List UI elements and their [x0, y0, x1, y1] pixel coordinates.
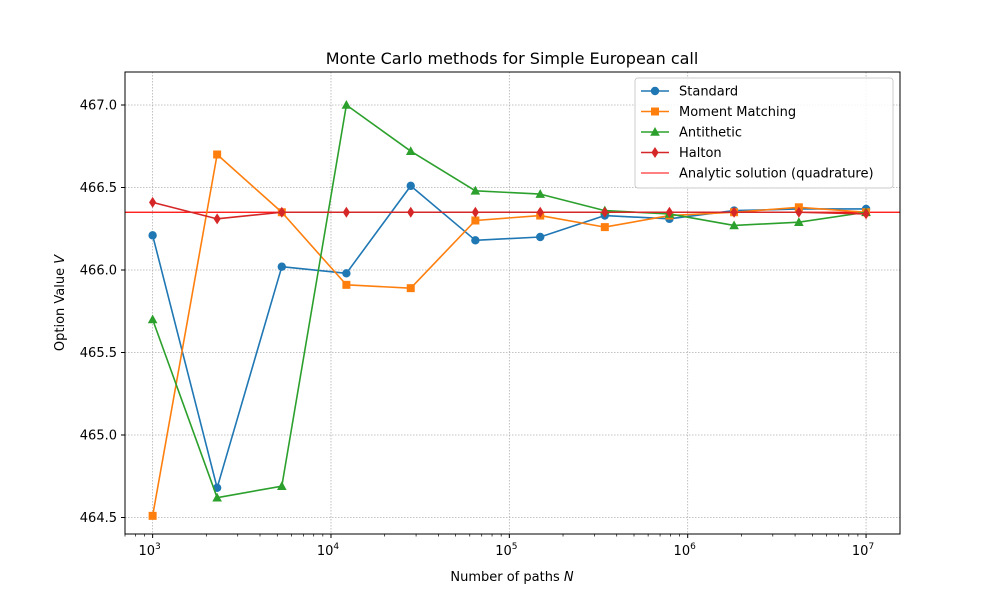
data-point-antithetic — [535, 189, 546, 198]
data-point-halton — [601, 206, 609, 218]
legend-label-analytic-solution-quadrature-: Analytic solution (quadrature) — [679, 167, 874, 182]
x-axis-label: Number of paths N — [450, 570, 574, 585]
x-tick-label: 106 — [674, 542, 697, 559]
grid — [125, 72, 900, 534]
y-tick-label: 464.5 — [80, 511, 117, 526]
series-layer — [147, 100, 871, 520]
legend-marker-halton — [651, 147, 659, 158]
legend-marker-moment-matching — [651, 107, 659, 116]
plot-frame — [124, 71, 901, 535]
data-point-moment-matching — [213, 150, 222, 159]
legend-label-halton: Halton — [679, 146, 722, 161]
data-point-halton — [862, 208, 870, 220]
data-point-standard — [471, 236, 480, 245]
legend-label-antithetic: Antithetic — [679, 126, 742, 141]
data-point-antithetic — [405, 146, 416, 155]
legend-marker-standard — [650, 86, 660, 96]
series-antithetic — [147, 100, 871, 502]
data-point-moment-matching — [148, 511, 157, 520]
data-point-antithetic — [729, 220, 739, 230]
series-line-moment-matching — [151, 153, 867, 516]
data-point-halton — [342, 206, 350, 218]
legend-marker-antithetic — [650, 127, 660, 136]
data-point-halton — [278, 206, 286, 218]
chart-title: Monte Carlo methods for Simple European … — [326, 49, 699, 68]
data-point-halton — [536, 206, 544, 218]
legend-label-moment-matching: Moment Matching — [679, 105, 796, 120]
data-point-antithetic — [212, 492, 222, 502]
data-point-halton — [213, 213, 221, 225]
y-tick-label: 467.0 — [80, 99, 117, 114]
series-line-halton — [152, 201, 867, 220]
data-point-standard — [406, 181, 415, 191]
x-tick-label: 105 — [495, 542, 517, 559]
data-point-moment-matching — [600, 223, 609, 232]
data-point-antithetic — [341, 100, 352, 109]
legend-box — [634, 77, 894, 189]
data-point-halton — [730, 206, 738, 218]
y-tick-label: 466.5 — [80, 181, 117, 196]
data-point-antithetic — [794, 217, 804, 226]
series-line-antithetic — [151, 104, 867, 499]
data-point-antithetic — [147, 314, 158, 324]
data-point-standard — [148, 231, 157, 240]
data-point-moment-matching — [342, 280, 351, 289]
data-point-antithetic — [470, 185, 481, 195]
series-halton — [149, 196, 870, 225]
data-point-standard — [536, 232, 545, 242]
series-line-standard — [151, 185, 867, 489]
x-tick-label: 104 — [317, 542, 340, 559]
axes: 464.5 465.0 465.5 466.0 466.5 467.0 103 104 105 1… — [80, 99, 874, 560]
y-tick-label: 466.0 — [80, 264, 117, 279]
x-tick-label: 103 — [138, 542, 160, 559]
data-point-antithetic — [277, 481, 287, 490]
y-tick-label: 465.5 — [80, 346, 117, 361]
data-point-halton — [149, 196, 157, 208]
legend: Standard Moment Matching Antithetic Halton A… — [634, 77, 894, 189]
data-point-halton — [407, 206, 415, 218]
data-point-standard — [277, 262, 287, 271]
legend-label-standard: Standard — [679, 85, 738, 100]
y-tick-label: 465.0 — [80, 429, 117, 444]
data-point-standard — [342, 269, 351, 278]
y-axis-label: Option Value V — [53, 254, 68, 351]
data-point-halton — [795, 206, 803, 218]
data-point-halton — [471, 206, 479, 218]
data-point-halton — [665, 206, 674, 218]
data-point-moment-matching — [406, 284, 415, 293]
x-tick-label: 107 — [852, 542, 874, 559]
data-point-moment-matching — [471, 216, 480, 225]
